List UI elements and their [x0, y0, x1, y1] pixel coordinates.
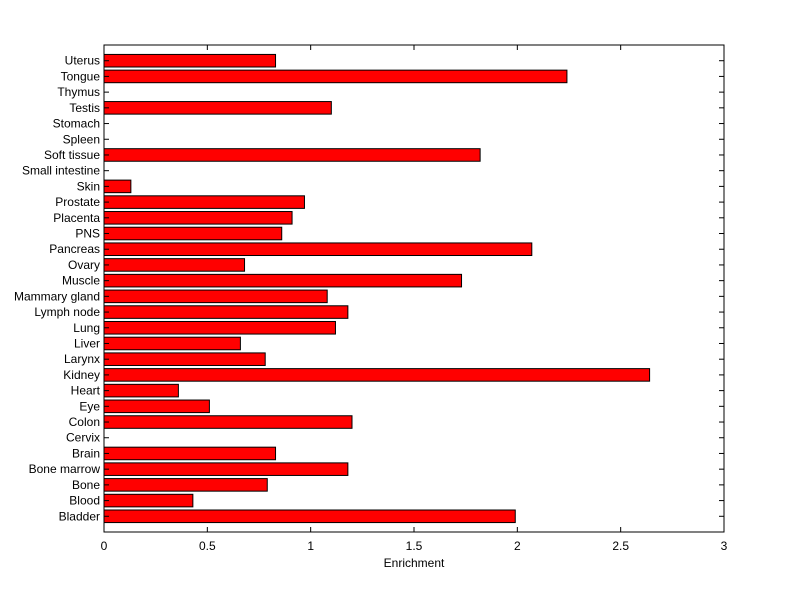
- y-tick-label: Bone marrow: [29, 462, 101, 476]
- y-tick-label: Uterus: [65, 54, 100, 68]
- bar-ovary: [103, 258, 246, 272]
- bar-bone: [103, 478, 268, 492]
- y-tick-label: Muscle: [62, 274, 100, 288]
- y-tick-label: Brain: [72, 446, 100, 460]
- y-tick-label: Skin: [77, 179, 100, 193]
- bar-kidney: [103, 368, 651, 382]
- bar-prostate: [103, 195, 305, 209]
- bar-brain: [103, 446, 277, 461]
- bar-mammary-gland: [103, 289, 328, 304]
- bar-pns: [103, 226, 283, 241]
- bar-muscle: [103, 273, 463, 288]
- bar-placenta: [103, 211, 293, 225]
- y-tick-label: Cervix: [66, 431, 100, 445]
- x-tick-label: 0: [101, 539, 108, 553]
- bar-tongue: [103, 69, 568, 84]
- y-tick-label: Soft tissue: [44, 148, 100, 162]
- bar-soft-tissue: [103, 148, 481, 162]
- y-tick-label: Lymph node: [34, 305, 100, 319]
- y-tick-label: Colon: [69, 415, 100, 429]
- bar-larynx: [103, 352, 266, 366]
- y-tick-label: Small intestine: [22, 164, 100, 178]
- y-tick-label: Prostate: [55, 195, 100, 209]
- y-tick-label: Heart: [71, 384, 101, 398]
- y-tick-label: Liver: [74, 336, 100, 350]
- bar-uterus: [103, 53, 277, 68]
- bar-bone-marrow: [103, 462, 349, 476]
- y-tick-label: Blood: [69, 494, 100, 508]
- x-axis-label: Enrichment: [384, 556, 445, 570]
- y-tick-label: Placenta: [53, 211, 100, 225]
- y-tick-label: Thymus: [57, 85, 100, 99]
- y-tick-label: Stomach: [53, 117, 100, 131]
- bar-eye: [103, 399, 210, 414]
- plot-frame: [103, 44, 725, 533]
- y-tick-label: Pancreas: [49, 242, 100, 256]
- x-tick-label: 1.5: [406, 539, 423, 553]
- y-tick-label: Tongue: [61, 69, 101, 83]
- x-tick-label: 2: [514, 539, 521, 553]
- bar-blood: [103, 493, 194, 508]
- x-tick-label: 1: [307, 539, 314, 553]
- x-tick-label: 0.5: [199, 539, 216, 553]
- y-tick-label: Testis: [69, 101, 100, 115]
- y-tick-label: Spleen: [63, 132, 100, 146]
- bar-heart: [103, 383, 179, 398]
- ticks-group: [103, 45, 725, 532]
- y-tick-label: Bone: [72, 478, 100, 492]
- bar-bladder: [103, 509, 516, 524]
- y-tick-label: Bladder: [59, 509, 100, 523]
- x-tick-label: 2.5: [612, 539, 629, 553]
- x-tick-label: 3: [721, 539, 728, 553]
- y-tick-label: Mammary gland: [14, 289, 100, 303]
- x-tick-labels: 0 0.5 1 1.5 2 2.5 3: [101, 539, 728, 553]
- y-tick-label: Lung: [73, 321, 100, 335]
- y-tick-label: Larynx: [64, 352, 100, 366]
- bar-colon: [103, 415, 353, 429]
- bar-lung: [103, 320, 336, 335]
- bar-lymph-node: [103, 305, 349, 319]
- bar-pancreas: [103, 242, 533, 257]
- y-tick-label: Eye: [79, 399, 100, 413]
- y-tick-label: Ovary: [68, 258, 100, 272]
- y-tick-label: Kidney: [63, 368, 100, 382]
- bar-testis: [103, 101, 332, 115]
- y-tick-label: PNS: [75, 227, 100, 241]
- bars-group: [103, 53, 651, 524]
- bar-liver: [103, 336, 241, 351]
